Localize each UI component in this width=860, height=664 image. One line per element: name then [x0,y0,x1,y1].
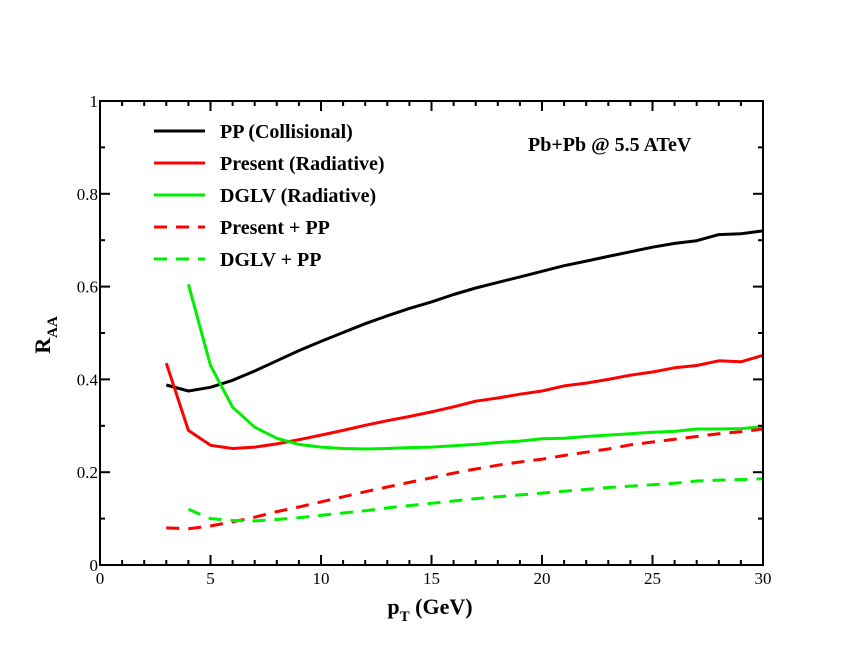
series-line-3 [186,283,764,451]
legend-label-2: Present (Radiative) [220,153,385,175]
x-tick-label: 15 [423,569,440,588]
annotation-collision-system: Pb+Pb @ 5.5 ATeV [528,134,692,156]
tick-labels: 0 5 10 15 20 25 30 0 0.2 0.4 0.6 0.8 1 [77,92,772,588]
y-tick-label: 0 [90,556,99,575]
series-line-4 [166,427,764,531]
x-tick-label: 5 [206,569,215,588]
series-line-5 [187,477,764,523]
y-tick-label: 0.4 [77,370,99,389]
y-axis-title: RAA [30,316,61,354]
legend-label-3: DGLV (Radiative) [220,185,376,207]
plot-series [164,229,764,531]
legend-label-4: Present + PP [220,217,330,239]
series-line-2 [164,353,764,450]
y-tick-label: 0.2 [77,463,98,482]
x-tick-label: 0 [96,569,105,588]
x-tick-label: 25 [644,569,661,588]
legend-label-5: DGLV + PP [220,249,321,271]
x-tick-label: 10 [313,569,330,588]
plot-frame [99,100,764,566]
legend: PP (Collisional) Present (Radiative) DGLV … [154,121,385,271]
y-tick-label: 0.6 [77,278,98,297]
y-tick-label: 1 [90,92,99,111]
legend-label-1: PP (Collisional) [220,121,353,143]
y-tick-label: 0.8 [77,185,98,204]
x-tick-label: 20 [534,569,551,588]
series-line-1 [165,229,764,393]
x-tick-label: 30 [755,569,772,588]
x-axis-title: pT (GeV) [387,594,472,625]
